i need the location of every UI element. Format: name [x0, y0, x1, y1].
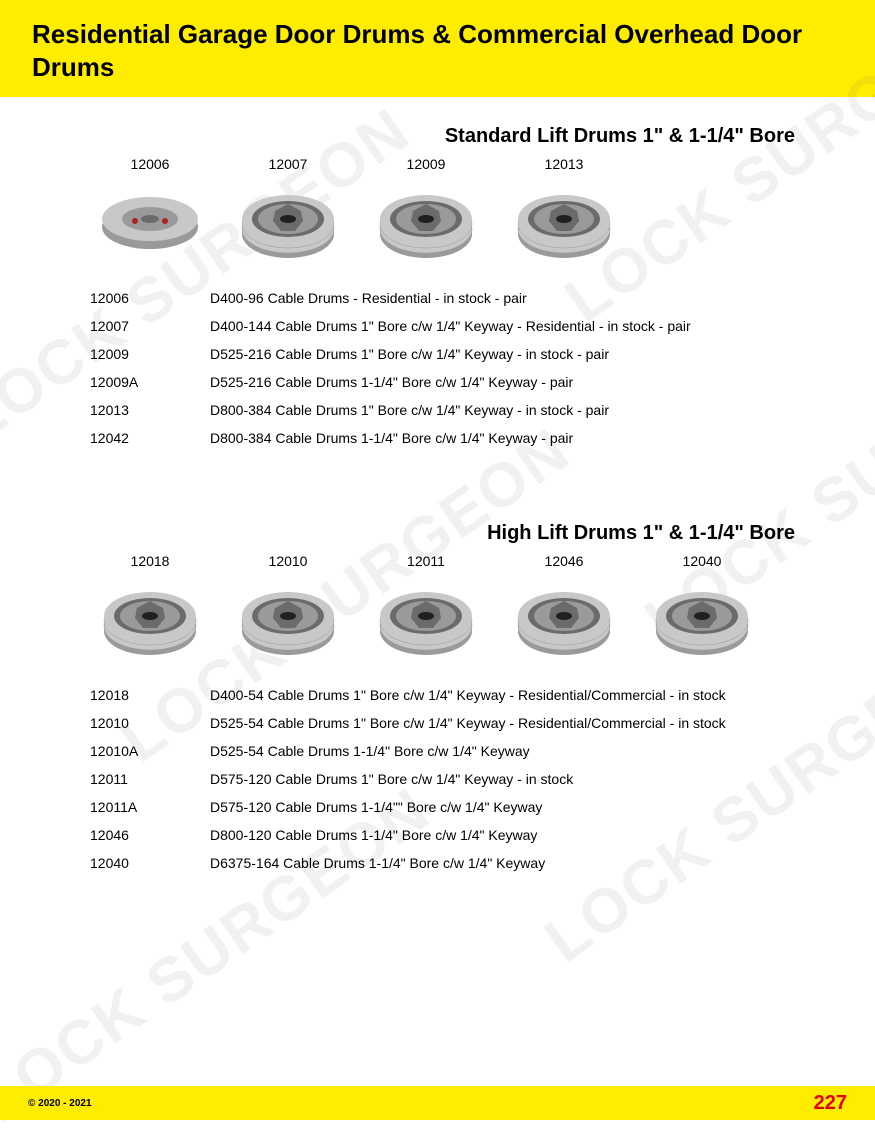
section2-title: High Lift Drums 1" & 1-1/4" Bore — [60, 522, 795, 545]
spec-code: 12018 — [90, 687, 210, 703]
section1-title: Standard Lift Drums 1" & 1-1/4" Bore — [60, 125, 795, 148]
section2-spec-table: 12018D400-54 Cable Drums 1" Bore c/w 1/4… — [90, 681, 815, 877]
spec-code: 12009 — [90, 346, 210, 362]
spec-row: 12006D400-96 Cable Drums - Residential -… — [90, 284, 815, 312]
spec-row: 12010AD525-54 Cable Drums 1-1/4" Bore c/… — [90, 737, 815, 765]
spec-description: D400-144 Cable Drums 1" Bore c/w 1/4" Ke… — [210, 318, 815, 334]
spec-code: 12046 — [90, 827, 210, 843]
product-code-label: 12040 — [642, 553, 762, 569]
section1-products: 12006 12007 12009 12013 — [90, 156, 815, 266]
spec-description: D525-216 Cable Drums 1-1/4" Bore c/w 1/4… — [210, 374, 815, 390]
product-item: 12010 — [228, 553, 348, 663]
spec-description: D6375-164 Cable Drums 1-1/4" Bore c/w 1/… — [210, 855, 815, 871]
spec-row: 12011D575-120 Cable Drums 1" Bore c/w 1/… — [90, 765, 815, 793]
product-item: 12013 — [504, 156, 624, 266]
spec-code: 12011A — [90, 799, 210, 815]
spec-code: 12010A — [90, 743, 210, 759]
spec-row: 12007D400-144 Cable Drums 1" Bore c/w 1/… — [90, 312, 815, 340]
spec-description: D575-120 Cable Drums 1-1/4"" Bore c/w 1/… — [210, 799, 815, 815]
spec-row: 12042D800-384 Cable Drums 1-1/4" Bore c/… — [90, 424, 815, 452]
drum-icon — [642, 573, 762, 663]
drum-icon — [366, 176, 486, 266]
spec-description: D800-120 Cable Drums 1-1/4" Bore c/w 1/4… — [210, 827, 815, 843]
header-bar: Residential Garage Door Drums & Commerci… — [0, 0, 875, 97]
product-item: 12009 — [366, 156, 486, 266]
spec-row: 12046D800-120 Cable Drums 1-1/4" Bore c/… — [90, 821, 815, 849]
spec-code: 12010 — [90, 715, 210, 731]
product-item: 12011 — [366, 553, 486, 663]
spec-row: 12011AD575-120 Cable Drums 1-1/4"" Bore … — [90, 793, 815, 821]
product-code-label: 12006 — [90, 156, 210, 172]
spec-code: 12011 — [90, 771, 210, 787]
spec-row: 12040D6375-164 Cable Drums 1-1/4" Bore c… — [90, 849, 815, 877]
spec-description: D400-96 Cable Drums - Residential - in s… — [210, 290, 815, 306]
spec-description: D800-384 Cable Drums 1" Bore c/w 1/4" Ke… — [210, 402, 815, 418]
drum-icon — [90, 176, 210, 266]
drum-icon — [504, 573, 624, 663]
spec-description: D525-54 Cable Drums 1-1/4" Bore c/w 1/4"… — [210, 743, 815, 759]
spec-code: 12042 — [90, 430, 210, 446]
spec-description: D800-384 Cable Drums 1-1/4" Bore c/w 1/4… — [210, 430, 815, 446]
product-item: 12046 — [504, 553, 624, 663]
spec-code: 12007 — [90, 318, 210, 334]
footer-bar: © 2020 - 2021 227 — [0, 1086, 875, 1120]
spec-row: 12009D525-216 Cable Drums 1" Bore c/w 1/… — [90, 340, 815, 368]
product-item: 12007 — [228, 156, 348, 266]
page-number: 227 — [814, 1092, 847, 1115]
spec-row: 12018D400-54 Cable Drums 1" Bore c/w 1/4… — [90, 681, 815, 709]
spec-row: 12009AD525-216 Cable Drums 1-1/4" Bore c… — [90, 368, 815, 396]
drum-icon — [366, 573, 486, 663]
content: Standard Lift Drums 1" & 1-1/4" Bore 120… — [0, 97, 875, 877]
section1-spec-table: 12006D400-96 Cable Drums - Residential -… — [90, 284, 815, 452]
product-code-label: 12007 — [228, 156, 348, 172]
copyright: © 2020 - 2021 — [28, 1098, 92, 1109]
spec-description: D400-54 Cable Drums 1" Bore c/w 1/4" Key… — [210, 687, 815, 703]
spec-description: D525-54 Cable Drums 1" Bore c/w 1/4" Key… — [210, 715, 815, 731]
spec-code: 12040 — [90, 855, 210, 871]
product-code-label: 12018 — [90, 553, 210, 569]
spec-row: 12013D800-384 Cable Drums 1" Bore c/w 1/… — [90, 396, 815, 424]
product-item: 12006 — [90, 156, 210, 266]
drum-icon — [228, 176, 348, 266]
spec-code: 12006 — [90, 290, 210, 306]
product-code-label: 12010 — [228, 553, 348, 569]
spec-code: 12009A — [90, 374, 210, 390]
spec-code: 12013 — [90, 402, 210, 418]
drum-icon — [90, 573, 210, 663]
section2-products: 12018 12010 12011 12046 — [90, 553, 815, 663]
page-title: Residential Garage Door Drums & Commerci… — [32, 18, 843, 83]
product-code-label: 12009 — [366, 156, 486, 172]
product-item: 12018 — [90, 553, 210, 663]
product-code-label: 12046 — [504, 553, 624, 569]
spec-description: D575-120 Cable Drums 1" Bore c/w 1/4" Ke… — [210, 771, 815, 787]
product-item: 12040 — [642, 553, 762, 663]
drum-icon — [504, 176, 624, 266]
product-code-label: 12011 — [366, 553, 486, 569]
product-code-label: 12013 — [504, 156, 624, 172]
spec-description: D525-216 Cable Drums 1" Bore c/w 1/4" Ke… — [210, 346, 815, 362]
spec-row: 12010D525-54 Cable Drums 1" Bore c/w 1/4… — [90, 709, 815, 737]
drum-icon — [228, 573, 348, 663]
